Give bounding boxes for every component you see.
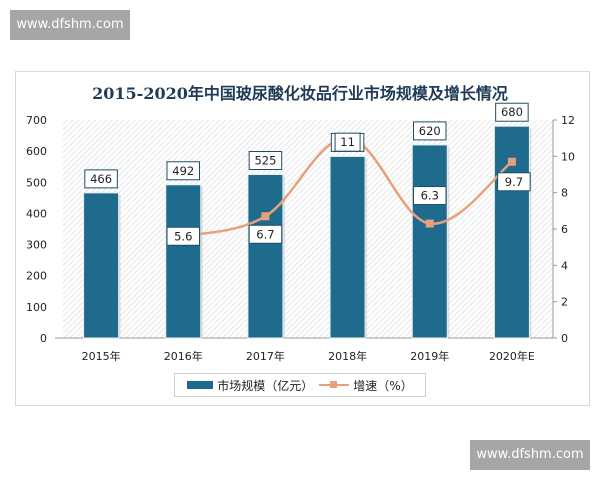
- line-marker-icon: [319, 381, 350, 389]
- growth-value-label-box: [413, 186, 447, 206]
- bar-value-label-box: [248, 151, 283, 170]
- watermark-top: www.dfshm.com: [10, 10, 130, 40]
- right-axis-tick: 10: [561, 150, 575, 163]
- bar: [411, 144, 448, 339]
- legend-item-market-size: 市场规模（亿元）: [187, 377, 313, 394]
- bar: [83, 192, 120, 339]
- right-axis-tick: 4: [561, 259, 568, 272]
- left-axis-tick: 600: [26, 145, 47, 158]
- bar-value-label: 466: [90, 172, 112, 186]
- legend-label-growth: 增速（%）: [353, 378, 413, 393]
- left-axis-tick: 500: [26, 176, 47, 189]
- x-axis-tick: 2019年: [410, 349, 449, 363]
- left-axis-tick: 100: [26, 301, 47, 314]
- growth-value-label: 5.6: [174, 229, 192, 243]
- bar-swatch-icon: [187, 381, 214, 389]
- left-axis-tick: 400: [26, 207, 47, 220]
- left-axis-tick: 300: [26, 239, 47, 252]
- bar-value-label: 620: [419, 124, 441, 138]
- growth-value-label: 6.3: [421, 189, 439, 203]
- growth-value-label-box: [334, 132, 361, 152]
- watermark-bottom: www.dfshm.com: [470, 440, 590, 470]
- bar-value-label-box: [84, 169, 118, 189]
- bar: [165, 184, 202, 339]
- line-marker: [261, 212, 270, 221]
- bar: [247, 174, 284, 339]
- x-axis-tick: 2018年: [328, 349, 367, 363]
- right-axis-tick: 8: [561, 187, 568, 200]
- plot-background: [63, 120, 553, 338]
- bar-value-label: 492: [172, 164, 194, 178]
- right-axis-tick: 2: [561, 296, 568, 309]
- right-axis-tick: 6: [561, 223, 568, 236]
- legend-label-market-size: 市场规模（亿元）: [217, 378, 314, 393]
- bar-value-label-box: [166, 161, 200, 181]
- growth-value-label: 9.7: [505, 175, 523, 189]
- x-axis-tick: 2016年: [164, 349, 203, 363]
- bar: [329, 155, 366, 339]
- growth-value-label: 11: [340, 135, 355, 149]
- left-axis-tick: 200: [26, 270, 47, 283]
- left-axis-tick: 0: [40, 332, 47, 345]
- x-axis-tick: 2020年E: [489, 349, 535, 363]
- line-marker: [425, 219, 434, 228]
- right-axis-tick: 0: [561, 332, 568, 345]
- x-axis-tick: 2017年: [246, 349, 285, 363]
- bar-value-label: 525: [254, 154, 276, 168]
- chart-title: 2015-2020年中国玻尿酸化妆品行业市场规模及增长情况: [92, 84, 508, 103]
- legend-item-growth: 增速（%）: [319, 377, 413, 394]
- right-axis-tick: 12: [561, 114, 575, 127]
- x-axis-tick: 2015年: [82, 349, 121, 363]
- growth-value-label: 6.7: [256, 227, 274, 241]
- bar-value-label-box: [413, 121, 447, 141]
- bar-value-label-box: [495, 102, 529, 122]
- bar-value-label: 680: [501, 105, 523, 119]
- chart-legend: 市场规模（亿元） 增速（%）: [174, 373, 426, 397]
- growth-value-label-box: [248, 224, 283, 244]
- growth-value-label-box: [166, 226, 200, 246]
- line-marker: [507, 157, 516, 166]
- left-axis-tick: 700: [26, 114, 47, 127]
- growth-value-label-box: [497, 172, 531, 192]
